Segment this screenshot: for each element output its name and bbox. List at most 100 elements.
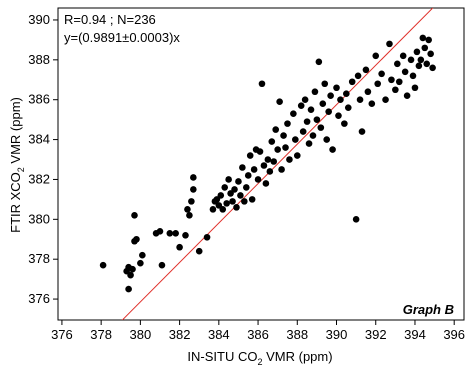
point [256, 148, 264, 155]
point [248, 196, 256, 203]
point [244, 172, 252, 179]
point [354, 72, 362, 80]
point [266, 168, 274, 175]
point [401, 68, 409, 76]
point [239, 164, 246, 171]
point [282, 144, 289, 151]
point [272, 126, 280, 133]
point [341, 120, 348, 127]
point [262, 180, 270, 187]
point [237, 192, 244, 199]
x-tick-label: 376 [51, 327, 73, 342]
point [186, 212, 193, 219]
point [417, 56, 425, 64]
point [127, 271, 134, 279]
point [190, 186, 197, 193]
point [325, 108, 332, 115]
point [225, 176, 232, 183]
point [399, 52, 407, 60]
point [235, 178, 242, 185]
point [392, 86, 399, 94]
annotation: y=(0.9891±0.0003)x [64, 30, 180, 45]
point [297, 102, 305, 109]
point [415, 62, 423, 70]
point [364, 88, 372, 96]
x-tick-label: 394 [404, 327, 426, 342]
point [299, 128, 307, 135]
point [313, 116, 321, 123]
point [129, 265, 136, 273]
point [317, 124, 325, 131]
point [292, 136, 299, 143]
point [99, 261, 107, 269]
x-tick-label: 388 [286, 327, 308, 342]
point [386, 40, 393, 48]
point [421, 44, 429, 52]
y-tick-label: 390 [28, 12, 50, 27]
point [327, 92, 334, 100]
point [286, 156, 293, 163]
point [395, 78, 403, 86]
x-axis-label-sub: 2 [257, 357, 262, 367]
x-axis-label: IN-SITU CO2 VMR (ppm) [187, 349, 332, 367]
y-axis-label: FTIR XCO2 VMR (ppm) [8, 97, 26, 233]
point [223, 200, 230, 207]
point [305, 140, 313, 147]
point [254, 176, 262, 183]
point [427, 50, 434, 58]
point [372, 52, 380, 60]
y-tick-label: 386 [28, 92, 50, 107]
y-tick-label: 388 [28, 52, 50, 67]
point [329, 146, 336, 153]
point [195, 247, 203, 255]
point [403, 92, 411, 100]
point [419, 34, 427, 42]
x-tick-label: 392 [365, 327, 387, 342]
point [356, 96, 364, 104]
point [429, 64, 436, 72]
point [131, 212, 138, 219]
point [217, 192, 225, 199]
point [301, 96, 309, 104]
point [411, 84, 419, 92]
y-axis-label-part: VMR (ppm) [8, 97, 23, 167]
point [290, 110, 297, 117]
point [382, 96, 389, 104]
point [315, 58, 323, 66]
point [423, 60, 431, 68]
point [323, 136, 331, 143]
point [166, 229, 174, 237]
point [188, 198, 195, 205]
point [293, 152, 301, 159]
point [321, 80, 329, 88]
point [137, 259, 144, 267]
y-tick-label: 378 [28, 251, 50, 266]
point [337, 96, 344, 104]
point [209, 206, 217, 213]
point [139, 251, 146, 259]
plot-frame [57, 7, 465, 321]
plot-area [99, 8, 436, 320]
point [276, 98, 283, 105]
x-tick-label: 384 [208, 327, 230, 342]
point [335, 112, 342, 119]
point [319, 100, 327, 107]
point [407, 56, 415, 64]
point [268, 138, 276, 145]
point [133, 235, 140, 243]
x-tick-label: 380 [130, 327, 152, 342]
point [311, 88, 319, 96]
y-tick-label: 376 [28, 291, 50, 306]
point [394, 60, 401, 68]
point [246, 152, 254, 159]
point [358, 128, 366, 135]
point [352, 216, 360, 223]
annotation: R=0.94 ; N=236 [64, 12, 156, 27]
point [125, 285, 132, 293]
x-tick-label: 378 [90, 327, 112, 342]
point [413, 48, 421, 56]
point [278, 166, 285, 173]
graph-label: Graph B [403, 302, 454, 317]
point [309, 132, 317, 139]
point [307, 106, 315, 113]
